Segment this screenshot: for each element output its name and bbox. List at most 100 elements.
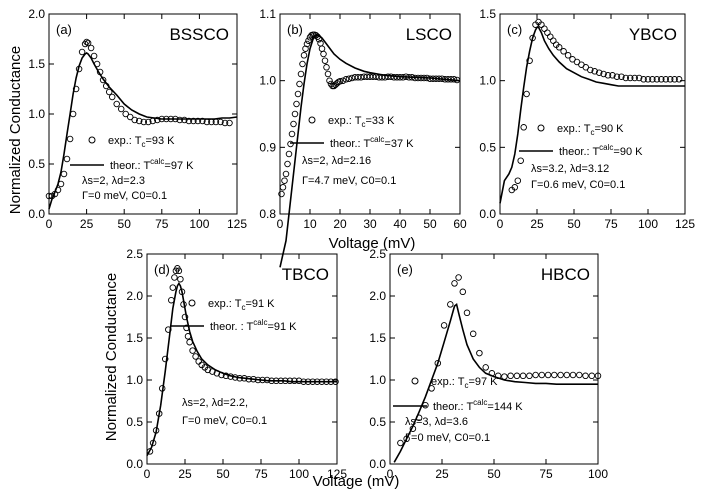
exp-point [455, 274, 462, 281]
exp-point [87, 44, 95, 52]
exp-point [520, 124, 527, 131]
y-axis-label-top: Normalized Conductance [7, 46, 24, 214]
exp-point [321, 57, 329, 64]
theory-line [279, 34, 461, 268]
exp-point [108, 93, 116, 101]
exp-point [81, 40, 89, 48]
panel-title: LSCO [406, 25, 452, 44]
y-tick-label: 0.8 [259, 207, 276, 221]
exp-point [451, 280, 458, 287]
exp-point [588, 372, 596, 380]
exp-point [181, 313, 189, 321]
x-tick-label: 100 [189, 217, 209, 231]
exp-point [476, 349, 483, 357]
exp-point [564, 52, 572, 59]
x-tick-label: 25 [435, 467, 449, 481]
exp-point [591, 68, 598, 75]
exp-point [555, 44, 563, 51]
exp-point [434, 359, 442, 367]
y-tick-label: 1.5 [28, 57, 45, 71]
x-tick-label: 0 [46, 217, 53, 231]
exp-point [671, 76, 678, 83]
exp-point [469, 330, 477, 338]
y-tick-label: 0.0 [28, 207, 45, 221]
panel-label: (d) [154, 262, 170, 277]
x-tick-label: 0 [387, 467, 394, 481]
y-tick-label: 0.5 [126, 415, 143, 429]
exp-point [294, 90, 302, 98]
x-tick-label: 125 [327, 467, 347, 481]
legend-lambda-params: λs=2, λd=2.2, [182, 397, 248, 409]
exp-point [511, 184, 519, 191]
x-tick-label: 50 [487, 467, 501, 481]
exp-point [604, 72, 612, 79]
exp-point [84, 39, 92, 47]
exp-point [323, 64, 330, 71]
legend-lambda-params: λs=2, λd=2.3 [82, 175, 145, 187]
exp-point [339, 77, 347, 84]
exp-point [348, 74, 356, 82]
theory-line [393, 302, 598, 463]
exp-point [532, 371, 539, 379]
panel-title: HBCO [541, 265, 590, 284]
exp-point [595, 69, 603, 76]
x-tick-label: 75 [254, 467, 268, 481]
x-tick-label: 10 [303, 217, 317, 231]
exp-point [221, 119, 229, 127]
exp-point [514, 177, 522, 184]
legend-exp-label: exp.: Tc=93 K [108, 135, 175, 149]
x-tick-label: 100 [588, 467, 608, 481]
exp-point [538, 371, 546, 379]
exp-point [459, 288, 467, 296]
x-tick-label: 125 [227, 217, 247, 231]
y-tick-label: 1.0 [28, 107, 45, 121]
exp-point [78, 48, 86, 56]
exp-point [282, 170, 290, 178]
exp-point [507, 372, 514, 380]
y-tick-label: 2.5 [369, 247, 386, 261]
panel-ybco: 0 25 50 75 100 125 0.0 0.5 1.0 1.5 (c) YBCO exp.: Tc… [479, 7, 695, 231]
exp-point [281, 177, 288, 184]
exp-point [131, 116, 138, 124]
exp-point [113, 100, 120, 108]
legend-theor-label: theor.: Tcalc=97 K [110, 157, 194, 172]
exp-point [587, 66, 594, 74]
legend-gamma-params: Γ=0 meV, C0=0.1 [82, 190, 167, 202]
x-tick-label: 50 [118, 217, 132, 231]
exp-point [569, 371, 577, 379]
panel-hbco: 0 25 50 75 100 0.0 0.5 1.0 1.5 2.0 2.5 (e) HBCO exp.:… [369, 247, 608, 481]
exp-point [345, 75, 353, 82]
x-tick-label: 30 [363, 217, 377, 231]
x-tick-label: 125 [675, 217, 695, 231]
y-tick-label: 1.0 [369, 373, 386, 387]
exp-point [135, 117, 143, 125]
exp-point [288, 130, 296, 138]
exp-point [126, 113, 134, 121]
x-tick-label: 0 [144, 467, 151, 481]
exp-point [631, 74, 638, 82]
theory-line [499, 26, 685, 204]
exp-point [513, 372, 521, 380]
exp-point [544, 371, 552, 379]
legend-gamma-params: Γ=0 meV, C0=0.1 [182, 415, 267, 427]
x-tick-label: 40 [393, 217, 407, 231]
exp-point [60, 170, 68, 178]
exp-point [397, 439, 404, 447]
exp-point [354, 74, 362, 81]
x-tick-label: 50 [216, 467, 230, 481]
exp-point [297, 70, 305, 78]
exp-point [649, 76, 656, 83]
x-tick-label: 25 [530, 217, 544, 231]
x-tick-label: 50 [567, 217, 581, 231]
exp-point [653, 76, 661, 83]
y-tick-label: 1.1 [259, 7, 276, 21]
exp-point [291, 377, 298, 385]
panel-title: YBCO [629, 25, 677, 44]
exp-point [279, 184, 287, 191]
legend-exp-marker [411, 377, 419, 385]
y-tick-label: 0.9 [259, 140, 276, 154]
y-tick-label: 2.0 [28, 7, 45, 21]
exp-point [105, 88, 113, 96]
exp-point [357, 74, 365, 81]
